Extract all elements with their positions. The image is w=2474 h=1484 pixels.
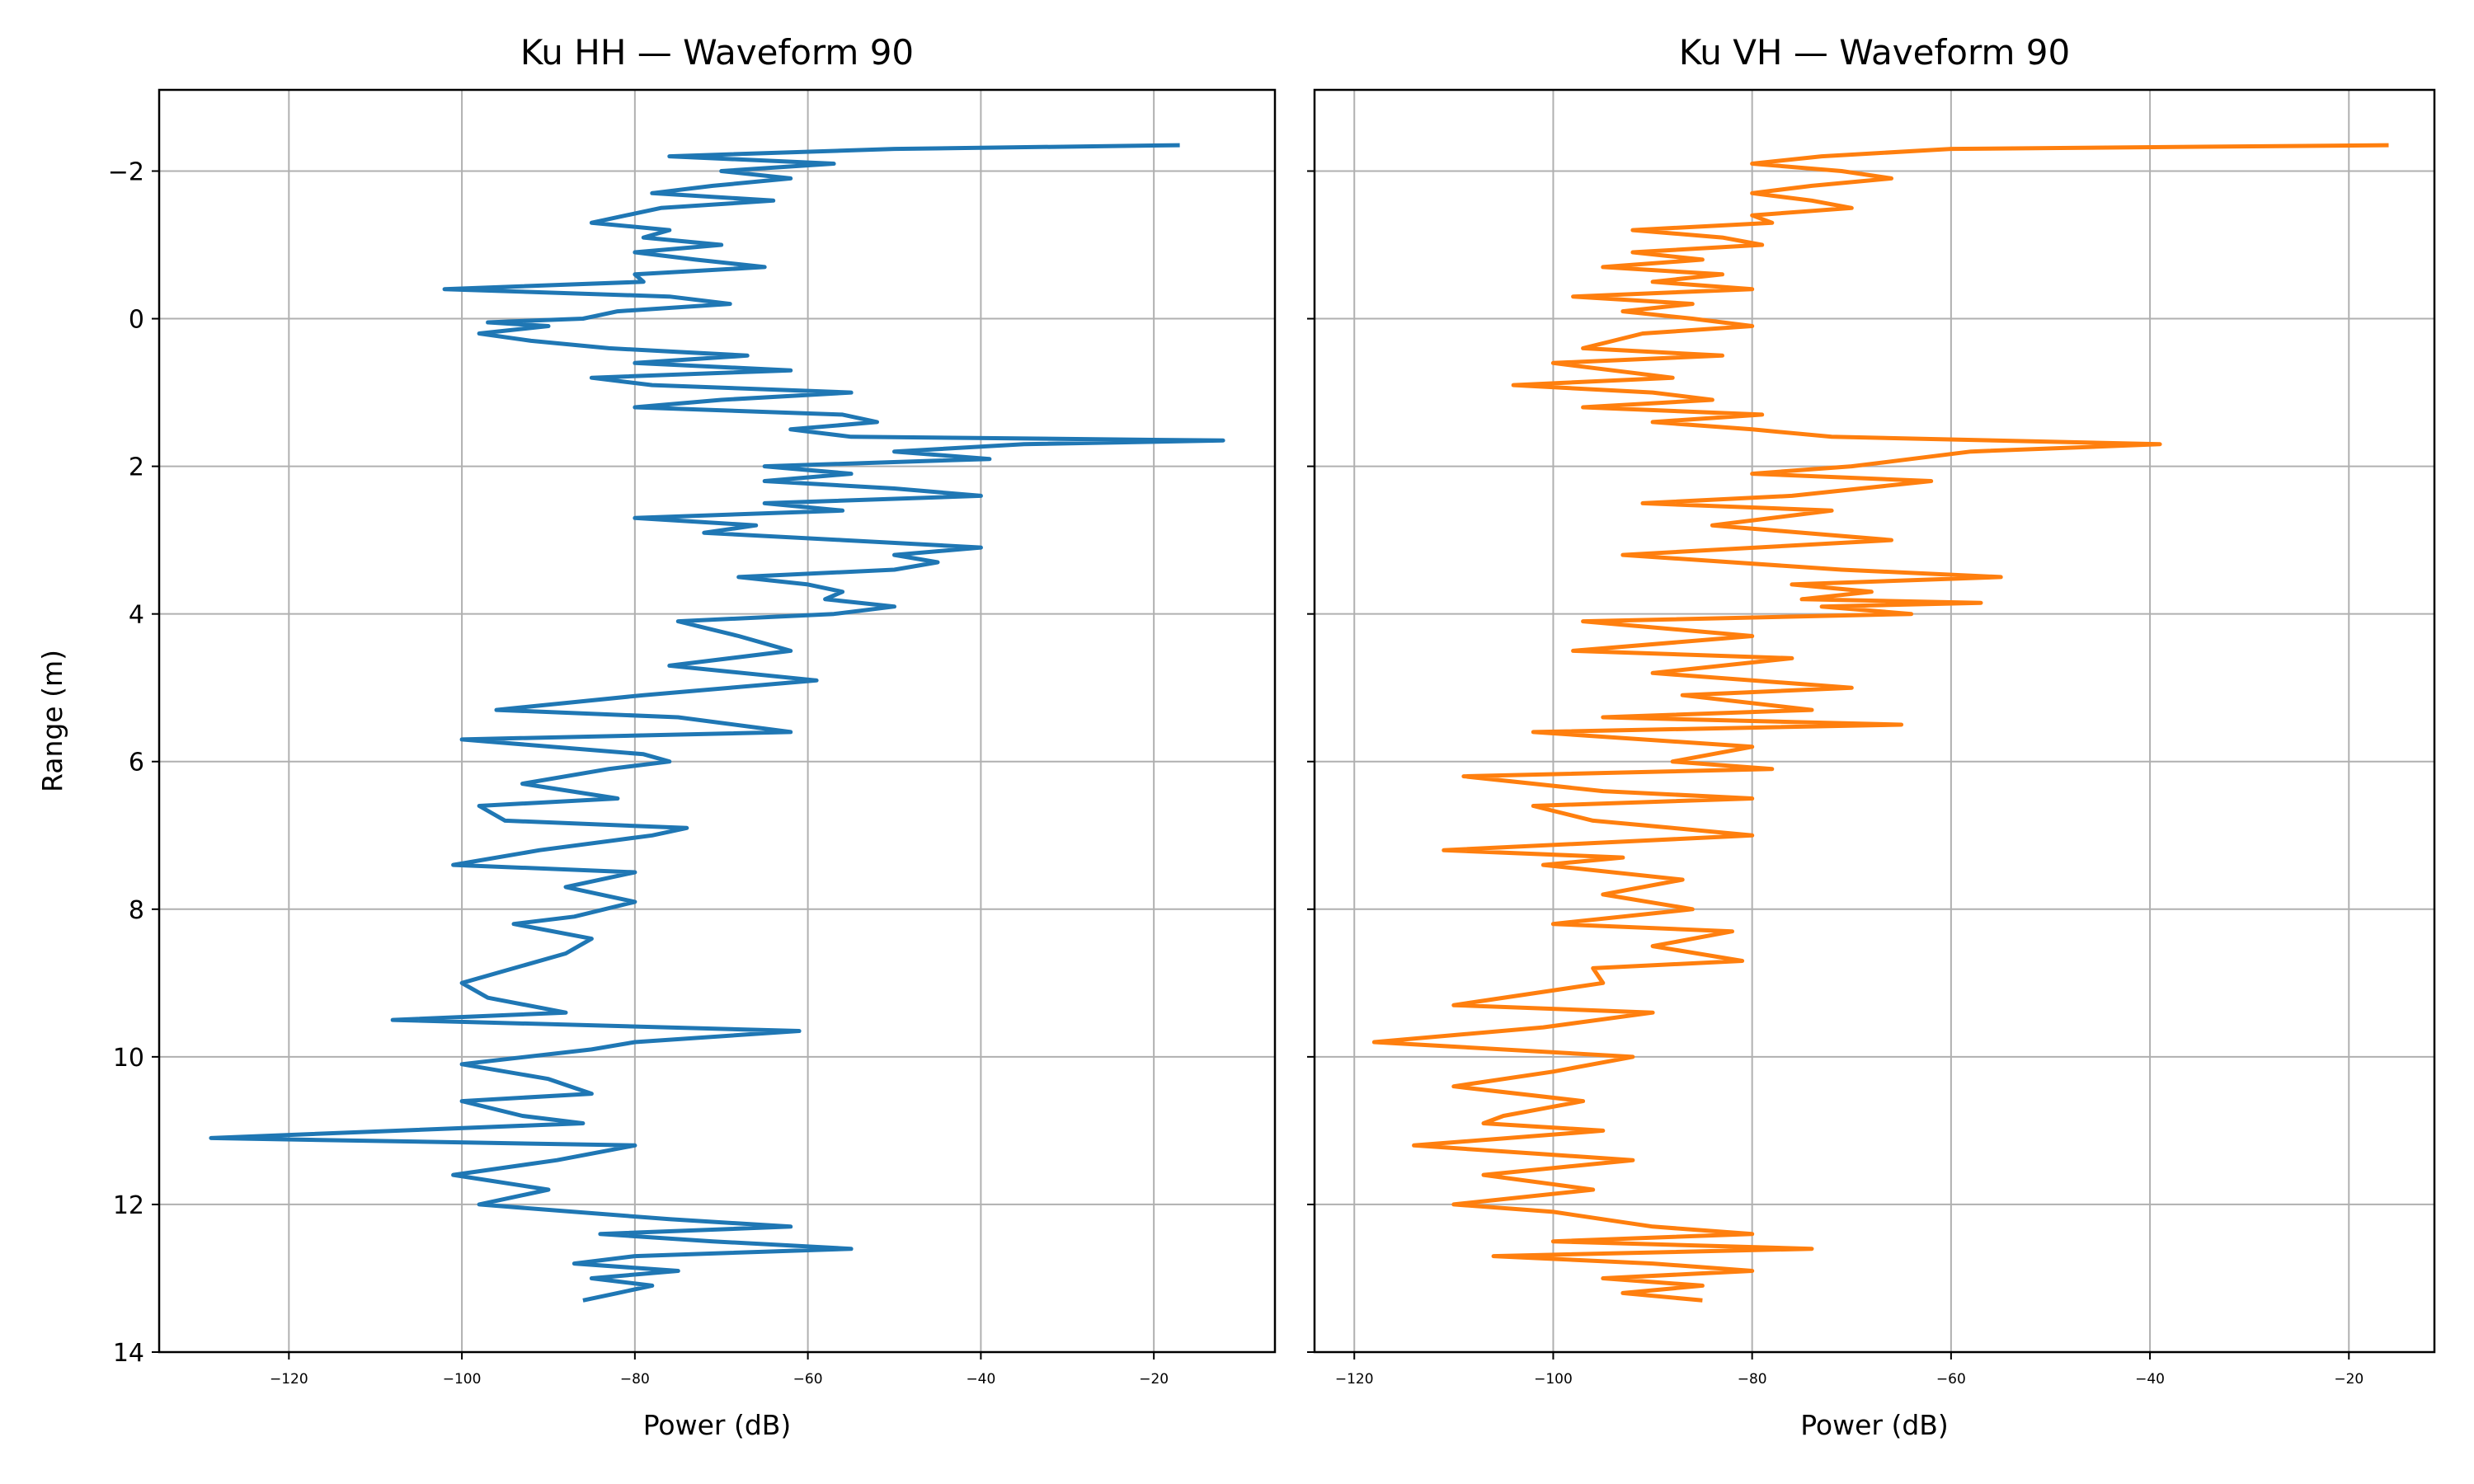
x-tick-label: −120	[1335, 1371, 1374, 1388]
axes-frame	[158, 88, 1277, 1354]
x-tick-label: −100	[443, 1371, 482, 1388]
x-tick-label: −20	[2334, 1371, 2363, 1388]
x-tick-label: −60	[793, 1371, 823, 1388]
y-tick-label: −2	[108, 157, 144, 186]
y-tick-label: 0	[129, 306, 144, 335]
y-tick-label: 10	[113, 1044, 144, 1073]
y-tick-label: 4	[129, 601, 144, 630]
y-tick-label: 12	[113, 1191, 144, 1220]
y-tick-label: 8	[129, 896, 144, 925]
y-tick-label: 2	[129, 453, 144, 482]
subplot-vh: −120 −100 −80 −60 −40 −20 Ku VH — Waveform 90 P…	[1307, 32, 2436, 1441]
x-tick-label: −60	[1936, 1371, 1966, 1388]
x-axis-label: Power (dB)	[643, 1409, 792, 1441]
subplot-title: Ku VH — Waveform 90	[1679, 32, 2070, 73]
x-axis-label: Power (dB)	[1800, 1409, 1949, 1441]
series-line-hh	[209, 143, 1225, 1303]
y-tick-label: 14	[113, 1339, 144, 1368]
y-tick-label: 6	[129, 749, 144, 777]
x-tick-label: −20	[1139, 1371, 1169, 1388]
subplot-title: Ku HH — Waveform 90	[520, 32, 914, 73]
x-tick-label: −80	[1738, 1371, 1767, 1388]
x-tick-label: −40	[2135, 1371, 2165, 1388]
x-tick-label: −80	[620, 1371, 650, 1388]
x-tick-label: −100	[1534, 1371, 1573, 1388]
x-tick-label: −120	[270, 1371, 308, 1388]
x-tick-label: −40	[966, 1371, 995, 1388]
y-axis-label: Range (m)	[36, 650, 68, 792]
series-line-vh	[1371, 143, 2389, 1303]
axes-frame	[1313, 88, 2436, 1354]
